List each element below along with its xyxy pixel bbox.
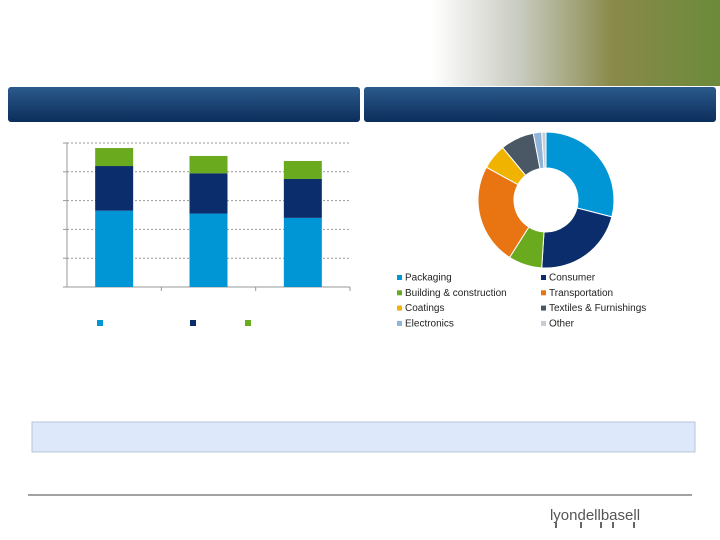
logo-bars xyxy=(555,522,635,528)
logo: lyondellbasell xyxy=(550,507,640,524)
donut-segment xyxy=(545,131,615,218)
legend-label: Textiles & Furnishings xyxy=(549,303,646,314)
legend-swatch xyxy=(397,290,402,296)
bar-segment xyxy=(189,155,228,174)
bar-segment xyxy=(283,179,322,218)
legend-label: Coatings xyxy=(405,303,444,314)
legend-swatch xyxy=(541,275,546,280)
legend-label: Other xyxy=(549,319,575,330)
donut-segment xyxy=(541,207,613,269)
legend-swatch xyxy=(190,320,196,326)
legend-swatch xyxy=(541,305,546,311)
legend-swatch xyxy=(397,305,402,311)
bar-segment xyxy=(95,148,134,167)
bar-segment xyxy=(283,161,322,179)
legend-label: Consumer xyxy=(549,273,596,284)
bar-segment xyxy=(189,213,228,287)
legend-swatch xyxy=(541,320,546,326)
right-header-bar xyxy=(364,87,716,122)
legend-swatch xyxy=(541,290,546,296)
bar-segment xyxy=(189,173,228,214)
bar-segment xyxy=(95,210,134,287)
left-header-bar xyxy=(8,87,360,122)
donut-segment xyxy=(541,131,547,169)
legend-label: Electronics xyxy=(405,319,454,330)
banner-image xyxy=(0,0,720,86)
legend-label: Packaging xyxy=(405,273,452,284)
legend-swatch xyxy=(397,275,402,280)
legend-swatch xyxy=(97,320,103,326)
legend-swatch xyxy=(245,320,251,326)
callout-box xyxy=(31,421,696,453)
legend-swatch xyxy=(397,320,402,326)
bar-segment xyxy=(283,217,322,287)
legend-label: Transportation xyxy=(549,288,613,299)
bar-segment xyxy=(95,166,134,211)
legend-label: Building & construction xyxy=(405,288,507,299)
